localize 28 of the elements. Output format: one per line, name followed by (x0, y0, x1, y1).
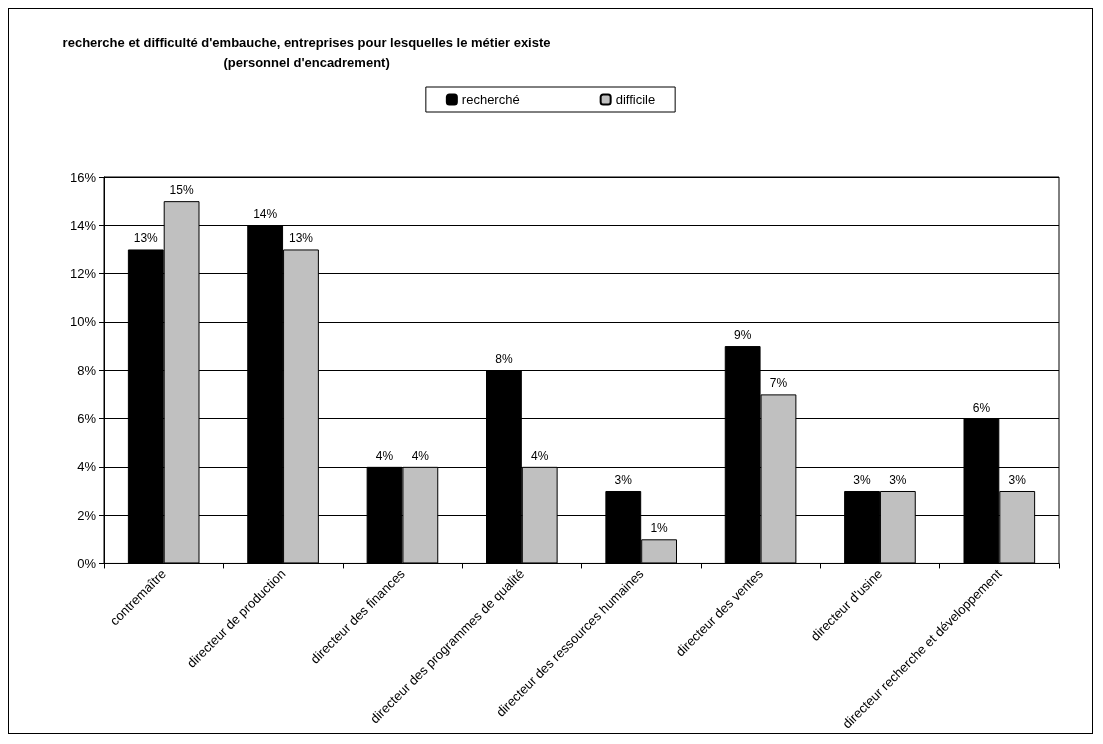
data-label: 4% (531, 448, 549, 463)
legend-label: difficile (615, 92, 656, 107)
data-label: 15% (169, 183, 194, 198)
data-label: 1% (650, 521, 669, 536)
y-tick-label: 2% (77, 507, 97, 523)
data-label: 4% (411, 448, 430, 463)
y-tick-label: 6% (77, 411, 97, 427)
data-label: 14% (253, 207, 278, 222)
y-tick-label: 14% (69, 217, 97, 233)
data-label: 13% (288, 231, 314, 246)
data-label: 9% (733, 328, 752, 343)
y-tick-label: 4% (77, 459, 97, 475)
y-tick-label: 0% (77, 555, 97, 571)
data-label: 6% (972, 400, 991, 415)
legend-label: recherché (461, 92, 520, 107)
data-label: 3% (853, 472, 872, 487)
chart-title: recherche et difficulté d'embauche, entreprises pour lesquelles le métier existe (personnel d'encadrement) (62, 34, 551, 70)
data-label: 8% (495, 352, 513, 367)
data-label: 4% (375, 448, 394, 463)
data-label: 3% (1008, 472, 1027, 487)
data-label: 3% (614, 472, 633, 487)
y-tick-label: 12% (69, 266, 97, 282)
y-tick-label: 8% (77, 362, 97, 378)
data-label: 7% (769, 376, 788, 391)
data-label: 3% (889, 472, 907, 487)
y-tick-label: 10% (69, 314, 97, 330)
y-tick-label: 16% (69, 169, 97, 185)
data-label: 13% (133, 231, 159, 246)
